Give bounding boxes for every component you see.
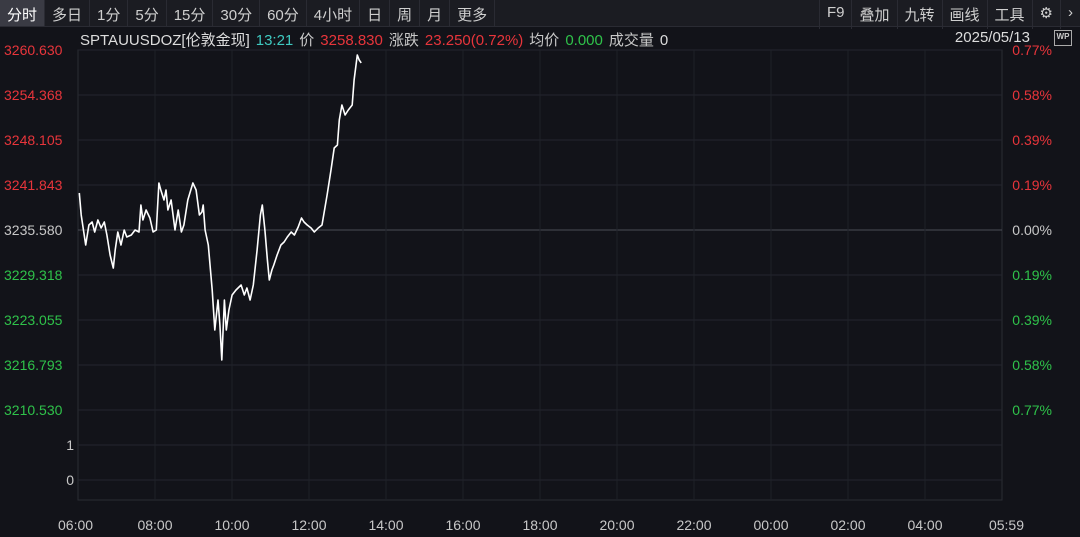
time-tick: 02:00: [830, 517, 865, 533]
quote-time: 13:21: [255, 32, 294, 49]
time-tick: 04:00: [907, 517, 942, 533]
chart-date: 2025/05/13: [954, 29, 1030, 46]
volume-label: 成交量: [608, 32, 654, 49]
change-label: 涨跌: [388, 32, 419, 49]
pct-tick: 0.39%: [1012, 312, 1052, 328]
tool-F9[interactable]: F9: [818, 0, 852, 29]
tab-更多[interactable]: 更多: [450, 0, 496, 26]
tool-九转[interactable]: 九转: [896, 0, 942, 29]
price-tick: 3254.368: [4, 87, 63, 103]
tab-1分[interactable]: 1分: [90, 0, 129, 26]
price-label: 价: [299, 32, 315, 49]
symbol-name: SPTAUUSDOZ[伦敦金现]: [80, 32, 250, 49]
price-value: 3258.830: [320, 32, 383, 49]
tab-15分[interactable]: 15分: [167, 0, 214, 26]
pct-tick: 0.77%: [1012, 42, 1052, 58]
price-tick: 3235.580: [4, 222, 63, 238]
avg-value: 0.000: [565, 32, 603, 49]
price-tick: 3241.843: [4, 177, 63, 193]
time-tick: 18:00: [522, 517, 557, 533]
gear-icon[interactable]: ⚙: [1031, 0, 1060, 29]
pct-tick: 0.77%: [1012, 402, 1052, 418]
tool-叠加[interactable]: 叠加: [851, 0, 896, 29]
change-value: 23.250(0.72%): [424, 32, 524, 49]
time-tick: 12:00: [291, 517, 326, 533]
volume-tick: 0: [66, 472, 74, 488]
tab-30分[interactable]: 30分: [213, 0, 261, 26]
avg-label: 均价: [529, 32, 560, 49]
tab-分时[interactable]: 分时: [0, 0, 46, 26]
tab-5分[interactable]: 5分: [128, 0, 167, 26]
time-tick: 10:00: [214, 517, 249, 533]
pct-tick: 0.19%: [1012, 177, 1052, 193]
quote-info-bar: SPTAUUSDOZ[伦敦金现] 13:21 价 3258.830 涨跌 23.250(0…: [80, 29, 674, 50]
time-tick: 14:00: [368, 517, 403, 533]
wp-icon[interactable]: WP: [1054, 30, 1072, 46]
price-tick: 3229.318: [4, 267, 63, 283]
pct-tick: 0.39%: [1012, 132, 1052, 148]
pct-tick: 0.19%: [1012, 267, 1052, 283]
price-tick: 3260.630: [4, 42, 63, 58]
time-tick: 06:00: [58, 517, 93, 533]
tab-4小时[interactable]: 4小时: [307, 0, 361, 26]
price-tick: 3223.055: [4, 312, 63, 328]
time-tick: 08:00: [137, 517, 172, 533]
pct-tick: 0.58%: [1012, 87, 1052, 103]
tab-周[interactable]: 周: [390, 0, 421, 26]
right-toolbar: F9 叠加 九转 画线 工具 ⚙ ›: [818, 0, 1080, 29]
volume-value: 0: [659, 32, 669, 49]
tab-60分[interactable]: 60分: [260, 0, 307, 26]
pct-tick: 0.58%: [1012, 357, 1052, 373]
volume-tick: 1: [66, 437, 74, 453]
tool-工具[interactable]: 工具: [986, 0, 1032, 29]
chevron-right-icon[interactable]: ›: [1060, 0, 1080, 29]
time-tick: 05:59: [989, 517, 1024, 533]
pct-tick: 0.00%: [1012, 222, 1052, 238]
time-tick: 20:00: [599, 517, 634, 533]
price-line: [78, 54, 362, 361]
price-tick: 3210.530: [4, 402, 63, 418]
tab-多日[interactable]: 多日: [45, 0, 91, 26]
tab-月[interactable]: 月: [420, 0, 451, 26]
period-toolbar: 分时 多日 1分 5分 15分 30分 60分 4小时日周月更多: [0, 0, 1080, 27]
price-tick: 3248.105: [4, 132, 63, 148]
tab-日[interactable]: 日: [360, 0, 391, 26]
tool-画线[interactable]: 画线: [941, 0, 987, 29]
time-tick: 00:00: [753, 517, 788, 533]
price-tick: 3216.793: [4, 357, 63, 373]
time-tick: 16:00: [445, 517, 480, 533]
time-tick: 22:00: [676, 517, 711, 533]
